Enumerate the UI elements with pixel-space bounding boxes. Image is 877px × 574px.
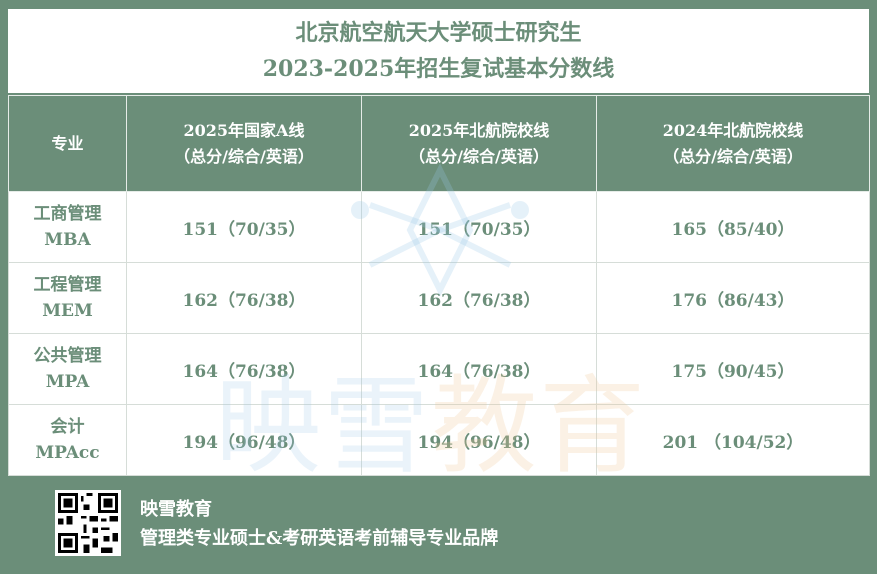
major-cell: 公共管理 MPA <box>8 333 127 405</box>
table-row: 工商管理 MBA 151（70/35） 151（70/35） 165（85/40） <box>8 191 870 263</box>
footer-brand: 映雪教育 <box>140 499 212 520</box>
header-2024-buaa: 2024年北航院校线 （总分/综合/英语） <box>596 95 870 192</box>
title-banner: 北京航空航天大学硕士研究生 2023-2025年招生复试基本分数线 <box>8 9 869 93</box>
major-cell: 工商管理 MBA <box>8 191 127 263</box>
title-line-2: 2023-2025年招生复试基本分数线 <box>262 56 615 82</box>
table-row: 工程管理 MEM 162（76/38） 162（76/38） 176（86/43） <box>8 262 870 334</box>
score-cell: 164（76/38） <box>126 333 362 405</box>
score-cell: 165（85/40） <box>596 191 870 263</box>
header-2025-buaa: 2025年北航院校线 （总分/综合/英语） <box>361 95 597 192</box>
score-cell: 162（76/38） <box>126 262 362 334</box>
table-header-row: 专业 2025年国家A线 （总分/综合/英语） 2025年北航院校线 （总分/综合/… <box>8 95 870 192</box>
header-2025-national-a: 2025年国家A线 （总分/综合/英语） <box>126 95 362 192</box>
major-cell: 会计 MPAcc <box>8 404 127 476</box>
table-row: 会计 MPAcc 194（96/48） 194（96/48） 201 （104/5… <box>8 404 870 476</box>
table-row: 公共管理 MPA 164（76/38） 164（76/38） 175（90/45） <box>8 333 870 405</box>
score-cell: 151（70/35） <box>361 191 597 263</box>
score-cell: 175（90/45） <box>596 333 870 405</box>
score-cell: 194（96/48） <box>126 404 362 476</box>
header-major: 专业 <box>8 95 127 192</box>
footer-slogan: 管理类专业硕士&考研英语考前辅导专业品牌 <box>140 528 499 549</box>
score-cell: 151（70/35） <box>126 191 362 263</box>
score-cell: 162（76/38） <box>361 262 597 334</box>
score-cell: 201 （104/52） <box>596 404 870 476</box>
qr-code-icon <box>55 490 121 556</box>
score-table: 专业 2025年国家A线 （总分/综合/英语） 2025年北航院校线 （总分/综合/… <box>8 95 870 476</box>
score-cell: 176（86/43） <box>596 262 870 334</box>
score-cell: 194（96/48） <box>361 404 597 476</box>
major-cell: 工程管理 MEM <box>8 262 127 334</box>
score-cell: 164（76/38） <box>361 333 597 405</box>
title-line-1: 北京航空航天大学硕士研究生 <box>295 20 582 46</box>
